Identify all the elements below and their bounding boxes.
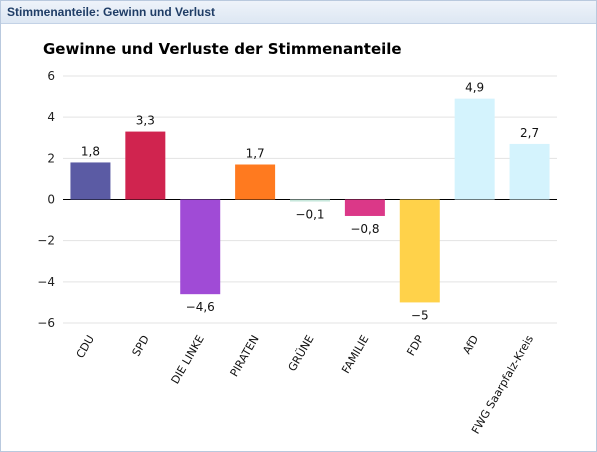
x-tick-label: GRÜNE — [286, 333, 317, 374]
x-tick-label: FDP — [404, 333, 426, 358]
bar — [180, 199, 221, 295]
x-tick-label: CDU — [74, 333, 97, 360]
y-tick-label: 6 — [47, 69, 55, 83]
panel-header: Stimmenanteile: Gewinn und Verlust — [1, 1, 596, 24]
data-label: 3,3 — [136, 114, 155, 128]
x-tick-label: PIRATEN — [228, 333, 262, 379]
data-label: 2,7 — [520, 126, 539, 140]
x-tick-label: AfD — [460, 333, 481, 356]
x-tick-label: DIE LINKE — [169, 333, 207, 386]
bar — [235, 164, 276, 200]
data-label: 1,7 — [246, 147, 265, 161]
bar — [290, 199, 330, 202]
bar — [454, 98, 495, 200]
x-tick-label: FWG Saarpfalz-Kreis — [469, 333, 536, 436]
bar — [70, 162, 111, 200]
chart-title: Gewinne und Verluste der Stimmenanteile — [43, 40, 402, 58]
bar — [344, 199, 385, 216]
data-label: −5 — [411, 308, 429, 322]
data-label: −0,1 — [295, 208, 324, 222]
x-tick-label: SPD — [130, 333, 152, 359]
y-tick-label: 2 — [47, 151, 55, 165]
y-tick-label: −4 — [37, 275, 55, 289]
bar — [399, 199, 440, 303]
bar — [125, 131, 166, 200]
y-tick-label: −6 — [37, 316, 55, 330]
y-tick-label: 0 — [47, 193, 55, 207]
data-label: −0,8 — [350, 222, 379, 236]
panel-title: Stimmenanteile: Gewinn und Verlust — [7, 5, 216, 19]
data-label: −4,6 — [186, 300, 215, 314]
y-tick-label: 4 — [47, 110, 55, 124]
y-tick-label: −2 — [37, 234, 55, 248]
data-label: 1,8 — [81, 144, 100, 158]
bar — [509, 143, 550, 200]
bar-chart: Gewinne und Verluste der Stimmenanteile … — [37, 40, 557, 436]
data-label: 4,9 — [465, 81, 484, 95]
x-tick-label: FAMILIE — [339, 333, 371, 376]
